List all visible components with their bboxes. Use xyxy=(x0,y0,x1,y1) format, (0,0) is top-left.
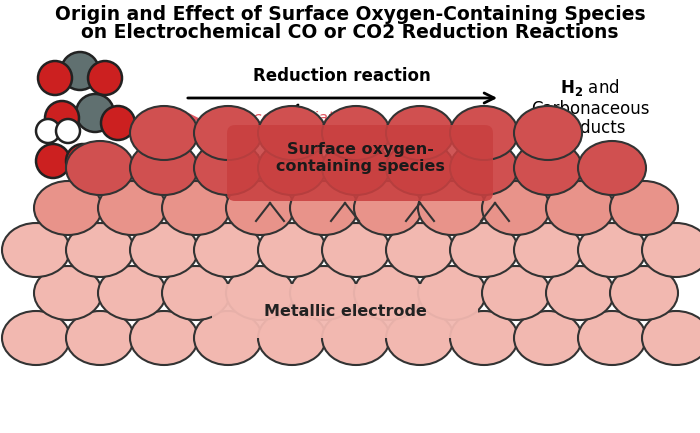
Ellipse shape xyxy=(194,311,262,365)
Ellipse shape xyxy=(258,223,326,277)
Ellipse shape xyxy=(546,266,614,320)
Ellipse shape xyxy=(642,223,700,277)
Ellipse shape xyxy=(354,181,422,235)
Ellipse shape xyxy=(514,311,582,365)
Ellipse shape xyxy=(290,266,358,320)
Ellipse shape xyxy=(226,266,294,320)
Text: Surface oxygen-
containing species: Surface oxygen- containing species xyxy=(276,142,444,174)
Ellipse shape xyxy=(514,223,582,277)
Ellipse shape xyxy=(162,266,230,320)
Ellipse shape xyxy=(386,106,454,160)
Ellipse shape xyxy=(578,223,646,277)
Ellipse shape xyxy=(450,223,518,277)
Ellipse shape xyxy=(386,311,454,365)
Ellipse shape xyxy=(130,141,198,195)
Text: Origin and Effect of Surface Oxygen-Containing Species: Origin and Effect of Surface Oxygen-Cont… xyxy=(55,6,645,25)
Ellipse shape xyxy=(642,311,700,365)
Ellipse shape xyxy=(578,141,646,195)
Ellipse shape xyxy=(290,181,358,235)
Ellipse shape xyxy=(610,266,678,320)
Ellipse shape xyxy=(418,181,486,235)
Ellipse shape xyxy=(354,266,422,320)
Ellipse shape xyxy=(514,106,582,160)
Ellipse shape xyxy=(34,266,102,320)
Ellipse shape xyxy=(98,266,166,320)
Text: Metallic electrode: Metallic electrode xyxy=(264,304,426,319)
Ellipse shape xyxy=(546,181,614,235)
Circle shape xyxy=(61,52,99,90)
Ellipse shape xyxy=(194,141,262,195)
Ellipse shape xyxy=(66,223,134,277)
Ellipse shape xyxy=(2,223,70,277)
Text: ▶  In situ redox reactions: ▶ In situ redox reactions xyxy=(188,151,390,165)
Ellipse shape xyxy=(130,223,198,277)
Ellipse shape xyxy=(66,141,134,195)
Ellipse shape xyxy=(322,141,390,195)
Ellipse shape xyxy=(482,266,550,320)
FancyBboxPatch shape xyxy=(227,125,493,201)
Ellipse shape xyxy=(258,311,326,365)
Ellipse shape xyxy=(194,223,262,277)
Ellipse shape xyxy=(66,311,134,365)
Ellipse shape xyxy=(2,311,70,365)
Ellipse shape xyxy=(386,223,454,277)
Text: ▶  Redox pretreatment: ▶ Redox pretreatment xyxy=(188,130,373,145)
Circle shape xyxy=(38,61,72,95)
Text: Carbonaceous: Carbonaceous xyxy=(531,100,650,118)
Ellipse shape xyxy=(258,106,326,160)
Ellipse shape xyxy=(130,106,198,160)
Circle shape xyxy=(36,119,60,143)
Ellipse shape xyxy=(578,311,646,365)
Ellipse shape xyxy=(514,141,582,195)
Ellipse shape xyxy=(130,311,198,365)
Circle shape xyxy=(45,101,79,135)
Text: $\mathbf{H_2}$ and: $\mathbf{H_2}$ and xyxy=(560,78,620,98)
Ellipse shape xyxy=(450,311,518,365)
Circle shape xyxy=(88,61,122,95)
Circle shape xyxy=(36,144,70,178)
Text: Reduction reaction: Reduction reaction xyxy=(253,67,431,85)
Ellipse shape xyxy=(418,266,486,320)
Ellipse shape xyxy=(322,311,390,365)
Text: ▶  Surface speciation: ▶ Surface speciation xyxy=(188,110,358,126)
Ellipse shape xyxy=(450,141,518,195)
Ellipse shape xyxy=(322,223,390,277)
Circle shape xyxy=(101,106,135,140)
Ellipse shape xyxy=(322,106,390,160)
Circle shape xyxy=(76,94,114,132)
Text: products: products xyxy=(554,119,626,137)
Ellipse shape xyxy=(610,181,678,235)
Ellipse shape xyxy=(98,181,166,235)
Ellipse shape xyxy=(162,181,230,235)
Ellipse shape xyxy=(482,181,550,235)
Ellipse shape xyxy=(258,141,326,195)
Ellipse shape xyxy=(226,181,294,235)
Ellipse shape xyxy=(194,106,262,160)
Ellipse shape xyxy=(450,106,518,160)
Ellipse shape xyxy=(34,181,102,235)
Circle shape xyxy=(66,144,100,178)
FancyBboxPatch shape xyxy=(212,284,478,338)
Ellipse shape xyxy=(386,141,454,195)
Circle shape xyxy=(56,119,80,143)
Text: on Electrochemical CO or CO2 Reduction Reactions: on Electrochemical CO or CO2 Reduction R… xyxy=(81,23,619,42)
